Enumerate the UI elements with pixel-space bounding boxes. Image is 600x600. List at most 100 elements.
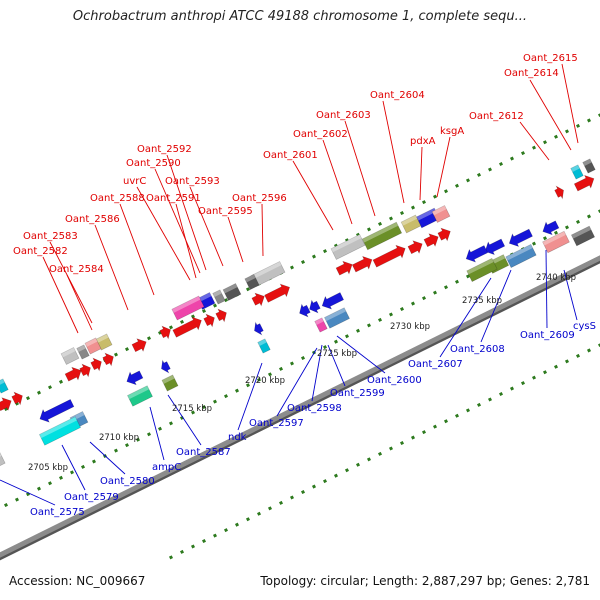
guide-dot — [344, 334, 350, 339]
forward-gene-label: Oant_2614 — [504, 68, 559, 79]
guide-dot — [410, 205, 416, 210]
scale-label: 2740 kbp — [536, 273, 576, 283]
scale-label: 2720 kbp — [245, 376, 285, 386]
guide-dot — [498, 161, 504, 167]
guide-dot — [443, 189, 449, 194]
guide-dot — [245, 287, 251, 292]
guide-dot — [377, 451, 383, 456]
gene-arrow — [264, 283, 290, 303]
guide-dot — [454, 183, 460, 188]
leader-line — [336, 335, 386, 374]
gene-block — [39, 416, 81, 446]
guide-dot — [553, 230, 559, 235]
gene-arrow — [351, 255, 373, 273]
guide-dot — [201, 405, 207, 410]
guide-dot — [487, 167, 493, 172]
reverse-gene-label: cysS — [573, 321, 596, 332]
forward-gene-label: Oant_2612 — [469, 111, 524, 122]
guide-dot — [531, 145, 537, 150]
guide-dot — [36, 486, 42, 491]
guide-dot — [190, 314, 196, 319]
guide-dot — [454, 279, 460, 284]
guide-dot — [399, 307, 405, 312]
guide-dot — [278, 500, 284, 505]
gene-block — [314, 317, 328, 333]
guide-dot — [366, 323, 372, 328]
leader-line — [382, 100, 405, 204]
guide-dot — [47, 385, 53, 390]
gene-block — [60, 347, 80, 365]
guide-dot — [256, 511, 262, 516]
guide-dot — [421, 200, 427, 205]
guide-dot — [278, 366, 284, 371]
guide-dot — [91, 459, 97, 464]
forward-gene-label: uvrC — [123, 176, 146, 187]
guide-dot — [124, 443, 130, 448]
gene-block — [542, 230, 570, 254]
guide-dot — [388, 446, 394, 451]
scale-label: 2715 kbp — [172, 404, 212, 414]
guide-dot — [377, 221, 383, 226]
guide-dot — [410, 301, 416, 306]
guide-dot — [234, 522, 240, 527]
leader-line — [166, 154, 207, 271]
gene-arrow — [126, 370, 144, 386]
leader-line — [529, 79, 572, 151]
guide-dot — [520, 151, 526, 156]
forward-gene-label: Oant_2588 — [90, 193, 145, 204]
guide-dot — [146, 432, 152, 437]
forward-gene-label: Oant_2584 — [49, 264, 104, 275]
forward-gene-label: Oant_2596 — [232, 193, 287, 204]
guide-dot — [432, 194, 438, 199]
guide-dot — [113, 352, 119, 357]
reverse-gene-label: Oant_2597 — [249, 418, 304, 429]
guide-dot — [586, 214, 592, 219]
forward-gene-label: Oant_2586 — [65, 214, 120, 225]
guide-dot — [36, 390, 42, 395]
leader-line — [561, 63, 579, 144]
guide-dot — [333, 339, 339, 344]
guide-dot — [201, 539, 207, 544]
gene-block — [361, 221, 403, 251]
sequence-backbone — [0, 255, 600, 561]
guide-dot — [465, 178, 471, 183]
leader-line — [175, 203, 197, 279]
guide-dot — [212, 533, 218, 538]
leader-line — [292, 160, 334, 231]
guide-dot — [267, 372, 273, 377]
guide-dot — [476, 172, 482, 177]
leader-line — [42, 256, 79, 334]
forward-gene-label: Oant_2591 — [146, 193, 201, 204]
gene-arrow — [64, 366, 82, 382]
gene-arrow — [0, 397, 12, 412]
guide-dot — [564, 225, 570, 230]
guide-dot — [322, 479, 328, 484]
leader-line — [167, 394, 202, 446]
guide-dot — [542, 236, 548, 241]
gene-block — [244, 274, 260, 290]
guide-dot — [223, 528, 229, 533]
leader-line — [119, 203, 155, 296]
gene-arrow — [172, 316, 202, 338]
leader-line — [344, 120, 376, 217]
guide-dot — [113, 448, 119, 453]
guide-dot — [531, 375, 537, 380]
guide-dot — [223, 298, 229, 303]
gene-block — [330, 234, 366, 260]
guide-dot — [333, 473, 339, 478]
gene-arrow — [39, 399, 75, 423]
guide-dot — [575, 353, 581, 358]
leader-line — [276, 347, 318, 417]
guide-dot — [47, 481, 53, 486]
guide-dot — [421, 296, 427, 301]
gene-labels: 2705 kbp 2710 kbp 2715 kbp 2720 kbp 2725 kbp… — [13, 53, 596, 518]
guide-dot — [509, 386, 515, 391]
leader-line — [311, 344, 323, 402]
guide-dot — [267, 506, 273, 511]
guide-dot — [190, 410, 196, 415]
guide-dot — [300, 260, 306, 265]
guide-dot — [58, 475, 64, 480]
guide-dot — [531, 241, 537, 246]
leader-line — [322, 139, 353, 225]
guide-dot — [58, 379, 64, 384]
